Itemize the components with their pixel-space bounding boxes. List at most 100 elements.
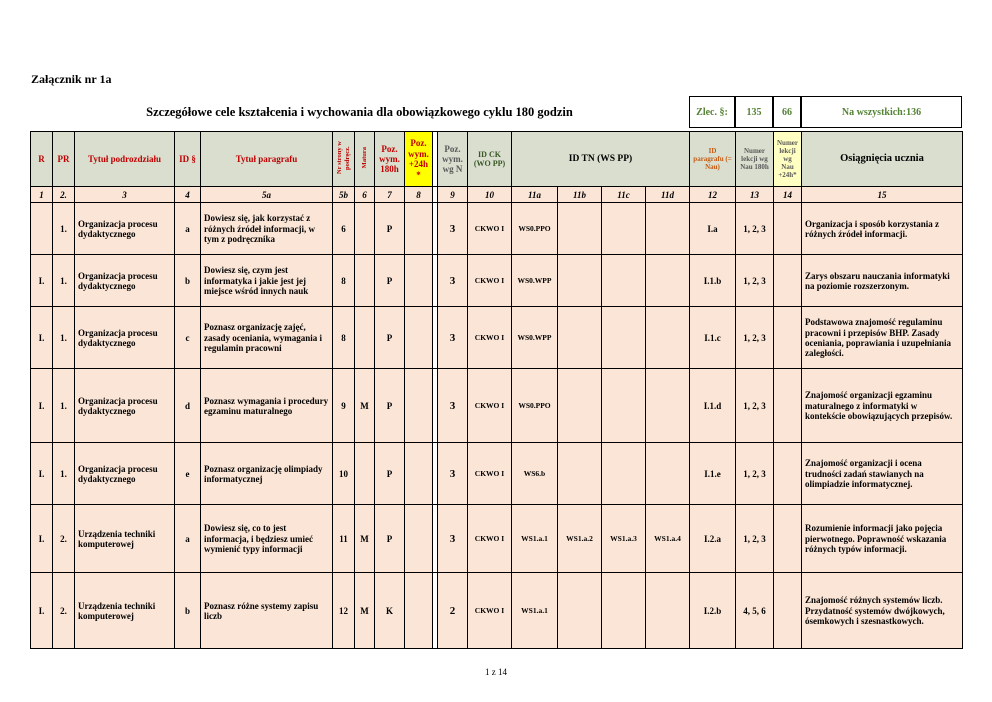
col-number: 6: [354, 186, 375, 204]
col-number: 14: [773, 186, 802, 204]
cell-poz-n: 3: [437, 306, 468, 370]
attachment-label: Załącznik nr 1a: [31, 72, 112, 86]
col-header-page-no: Nr strony w podręcz.: [332, 130, 355, 188]
cell-lessons-24: [773, 306, 802, 370]
col-header-poz-180: Poz. wym. 180h: [374, 130, 405, 188]
cell-id-ck: CKWO I: [467, 306, 512, 370]
col-header-lessons-24: Numer lekcji wg Nau +24h*: [773, 130, 802, 188]
cell-page-no: 8: [332, 306, 355, 370]
cell-achievements: Zarys obszaru nauczania informatyki na p…: [801, 254, 963, 308]
cell-poz-24: [404, 504, 433, 574]
cell-poz-180: P: [374, 254, 405, 308]
cell-tn-d: [645, 572, 690, 650]
cell-r: I.: [30, 572, 53, 650]
cell-poz-24: [404, 306, 433, 370]
cell-id-ck: CKWO I: [467, 572, 512, 650]
cell-pr: 2.: [52, 572, 75, 650]
cell-lessons-24: [773, 442, 802, 506]
col-number: 7: [374, 186, 405, 204]
table-row: I. 1. Organizacja procesu dydaktycznego …: [30, 306, 963, 370]
cell-poz-24: [404, 202, 433, 256]
col-number: 3: [74, 186, 175, 204]
cell-tn-b: [557, 368, 602, 444]
cell-achievements: Rozumienie informacji jako pojęcia pierw…: [801, 504, 963, 574]
cell-tn-d: WS1.a.4: [645, 504, 690, 574]
cell-tn-a: WS0.WPP: [511, 254, 558, 308]
cell-achievements: Znajomość organizacji egzaminu maturalne…: [801, 368, 963, 444]
cell-lessons-180: 1, 2, 3: [735, 254, 774, 308]
cell-lessons-180: 1, 2, 3: [735, 306, 774, 370]
cell-id-par: e: [174, 442, 201, 506]
cell-lessons-24: [773, 504, 802, 574]
cell-tn-a: WS1.a.1: [511, 504, 558, 574]
cell-r: I.: [30, 306, 53, 370]
cell-poz-180: K: [374, 572, 405, 650]
cell-tn-a: WS6.b: [511, 442, 558, 506]
numbering-row: 1 2. 3 4 5a 5b 6 7 8 9 10 11a 11b 11c 11…: [30, 186, 963, 204]
col-header-poz-24: Poz. wym. +24h *: [404, 130, 433, 188]
table-row: I. 1. Organizacja procesu dydaktycznego …: [30, 254, 963, 308]
header-row: R PR Tytuł podrozdziału ID § Tytuł parag…: [30, 130, 963, 188]
col-header-id-ck: ID CK (WO PP): [467, 130, 512, 188]
cell-tn-d: [645, 306, 690, 370]
cell-lessons-180: 4, 5, 6: [735, 572, 774, 650]
zlec-total: Na wszystkich:136: [801, 96, 962, 128]
cell-pr: 1.: [52, 306, 75, 370]
col-number: 1: [30, 186, 53, 204]
cell-tn-b: [557, 442, 602, 506]
cell-id-ck: CKWO I: [467, 442, 512, 506]
cell-page-no: 9: [332, 368, 355, 444]
col-number: 11d: [645, 186, 690, 204]
cell-poz-n: 2: [437, 572, 468, 650]
cell-id-ck: CKWO I: [467, 368, 512, 444]
cell-achievements: Znajomość organizacji i ocena trudności …: [801, 442, 963, 506]
cell-pr: 1.: [52, 202, 75, 256]
cell-matura: M: [354, 572, 375, 650]
cell-id-ck: CKWO I: [467, 202, 512, 256]
cell-tn-c: WS1.a.3: [601, 504, 646, 574]
cell-tn-c: [601, 254, 646, 308]
cell-poz-180: P: [374, 442, 405, 506]
cell-tn-b: WS1.a.2: [557, 504, 602, 574]
col-header-pr: PR: [52, 130, 75, 188]
cell-pr: 1.: [52, 254, 75, 308]
cell-id-par: b: [174, 254, 201, 308]
cell-matura: [354, 254, 375, 308]
col-number: 11b: [557, 186, 602, 204]
cell-paragraph: Poznasz organizację zajęć, zasady ocenia…: [200, 306, 333, 370]
cell-id-ck: CKWO I: [467, 254, 512, 308]
cell-id-nau: I.1.e: [689, 442, 736, 506]
cell-r: [30, 202, 53, 256]
cell-lessons-180: 1, 2, 3: [735, 202, 774, 256]
cell-page-no: 12: [332, 572, 355, 650]
page-number: 1 z 14: [485, 667, 507, 677]
col-header-lessons-180: Numer lekcji wg Nau 180h: [735, 130, 774, 188]
cell-poz-24: [404, 254, 433, 308]
rotated-label: Matura: [360, 147, 368, 169]
col-number: 8: [404, 186, 433, 204]
cell-pr: 1.: [52, 368, 75, 444]
cell-poz-n: 3: [437, 504, 468, 574]
col-header-paragraph: Tytuł paragrafu: [200, 130, 333, 188]
cell-achievements: Podstawowa znajomość regulaminu pracowni…: [801, 306, 963, 370]
cell-id-nau: I.2.a: [689, 504, 736, 574]
title-row: Szczegółowe cele kształcenia i wychowani…: [30, 96, 962, 128]
cell-tn-d: [645, 368, 690, 444]
cell-id-nau: I.a: [689, 202, 736, 256]
cell-paragraph: Dowiesz się, czym jest informatyka i jak…: [200, 254, 333, 308]
col-number: 11a: [511, 186, 558, 204]
cell-id-par: a: [174, 202, 201, 256]
cell-page-no: 6: [332, 202, 355, 256]
cell-poz-24: [404, 368, 433, 444]
cell-poz-180: P: [374, 306, 405, 370]
col-number: 5a: [200, 186, 333, 204]
objectives-table: R PR Tytuł podrozdziału ID § Tytuł parag…: [30, 130, 963, 650]
cell-tn-a: WS0.WPP: [511, 306, 558, 370]
cell-subchapter: Organizacja procesu dydaktycznego: [74, 202, 175, 256]
col-number: 12: [689, 186, 736, 204]
cell-lessons-24: [773, 368, 802, 444]
cell-matura: M: [354, 368, 375, 444]
cell-page-no: 11: [332, 504, 355, 574]
cell-subchapter: Urządzenia techniki komputerowej: [74, 572, 175, 650]
